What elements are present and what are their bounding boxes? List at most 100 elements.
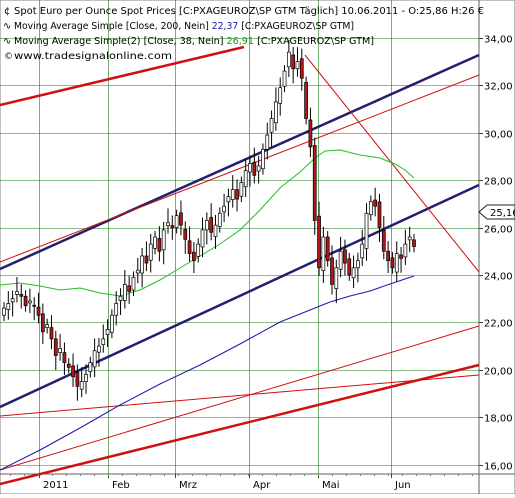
candle-body xyxy=(53,338,58,356)
candle-body xyxy=(330,257,334,285)
candle-body xyxy=(10,298,15,303)
x-tick-label: Jun xyxy=(394,480,411,491)
candle-body xyxy=(153,236,157,249)
candle-body xyxy=(58,348,62,354)
candle-body xyxy=(304,82,308,119)
candle-body xyxy=(101,338,106,345)
y-axis: 16,00 18,00 20,00 22,00 24,00 26,00 28,00 30,00… xyxy=(479,35,513,473)
candle-body xyxy=(282,70,287,87)
y-tick-label: 24,00 xyxy=(484,272,513,283)
x-tick-label: Feb xyxy=(112,480,130,491)
candle-body xyxy=(148,243,153,261)
candle-body xyxy=(174,215,179,228)
candle-body xyxy=(135,269,140,274)
candle-body xyxy=(79,381,84,390)
trendline-thin-upper xyxy=(0,74,480,263)
candle-body xyxy=(209,217,214,233)
trendline-lower-channel xyxy=(0,183,480,409)
ma200-value: 22,37 xyxy=(212,21,239,32)
candle-body xyxy=(243,170,248,188)
trendline-upper-channel xyxy=(0,53,480,271)
y-tick-label: 16,00 xyxy=(484,462,513,473)
candle-body xyxy=(286,51,291,68)
candle-body xyxy=(407,236,412,241)
candle-body xyxy=(179,212,183,226)
ma200-symbol: [C:PXAGEUROZ\SP GTM] xyxy=(241,21,354,32)
candle-body xyxy=(321,236,326,272)
candle-body xyxy=(36,306,41,316)
candle-body xyxy=(6,303,11,310)
candle-body xyxy=(412,239,416,247)
candle-body xyxy=(196,243,201,257)
y-tick-label: 26,00 xyxy=(484,225,513,236)
candle-body xyxy=(114,303,119,316)
candle-body xyxy=(187,240,192,254)
x-tick-label: Mrz xyxy=(179,480,197,491)
candle-body xyxy=(377,201,382,228)
wave-icon: ∿ xyxy=(3,21,11,32)
candle-body xyxy=(144,255,149,264)
candle-body xyxy=(390,257,395,269)
candle-body xyxy=(19,294,24,297)
trendline-descending xyxy=(304,54,480,273)
x-tick-label: Mai xyxy=(322,480,340,491)
candle-body xyxy=(261,148,265,170)
x-tick-label: Apr xyxy=(253,480,271,491)
candle-body xyxy=(200,229,205,248)
candle-body xyxy=(2,307,6,316)
candle-body xyxy=(92,350,97,368)
candle-body xyxy=(403,243,408,258)
candle-body xyxy=(386,250,390,262)
candle-body xyxy=(239,182,244,197)
candle-body xyxy=(274,101,278,124)
ma200-label: Moving Average Simple [Close, 200, Nein] xyxy=(14,21,209,32)
last-price-marker: 25,16 xyxy=(478,204,515,220)
candle-body xyxy=(183,229,188,240)
y-tick-label: 20,00 xyxy=(484,367,513,378)
candle-body xyxy=(308,119,313,148)
header-title: Spot Euro per Ounce Spot Prices [C:PXAGE… xyxy=(14,6,484,17)
candle-body xyxy=(122,284,127,301)
trendline-thin-lower xyxy=(0,325,480,471)
candle-body xyxy=(399,254,403,259)
last-price-label: 25,16 xyxy=(490,208,515,219)
candle-body xyxy=(347,258,352,276)
wave-icon: ∿ xyxy=(3,36,11,47)
ma38-symbol: [C:PXAGEUROZ\SP GTM] xyxy=(257,36,374,47)
candle-body xyxy=(356,260,360,269)
candle-body xyxy=(204,220,209,231)
x-axis: 2011 Feb Mrz Apr Mai Jun xyxy=(10,474,473,491)
y-tick-label: 18,00 xyxy=(484,414,513,425)
candle-body xyxy=(40,313,45,333)
candle-body xyxy=(312,145,317,221)
candle-body xyxy=(317,215,321,269)
candle-body xyxy=(217,212,222,227)
candle-body xyxy=(140,255,144,274)
candle-body xyxy=(157,238,162,252)
candle-body xyxy=(84,374,88,382)
candle-body xyxy=(381,230,386,252)
candle-body xyxy=(299,58,304,79)
candle-body xyxy=(360,243,365,259)
trendline-top-red xyxy=(0,45,245,107)
candle-body xyxy=(394,253,399,273)
candle-body xyxy=(88,362,93,372)
candle-body xyxy=(127,285,132,292)
candle-body xyxy=(235,189,239,200)
candles xyxy=(2,39,416,401)
ma38-label: Moving Average Simple(2) [Close, 38, Nei… xyxy=(14,36,224,47)
candle-body xyxy=(170,225,175,228)
candle-body xyxy=(343,249,347,264)
candle-body xyxy=(49,327,54,340)
trendline-bottom-red xyxy=(0,363,480,486)
candle-body xyxy=(222,205,226,213)
header-legend: ¢ Spot Euro per Ounce Spot Prices [C:PXA… xyxy=(3,6,484,62)
candle-body xyxy=(15,291,19,295)
candle-body xyxy=(131,276,136,291)
ma38-value: 26,91 xyxy=(227,36,254,47)
candle-body xyxy=(62,352,67,363)
y-tick-label: 30,00 xyxy=(484,130,513,141)
moving-averages xyxy=(0,149,415,471)
candle-body xyxy=(338,250,343,270)
